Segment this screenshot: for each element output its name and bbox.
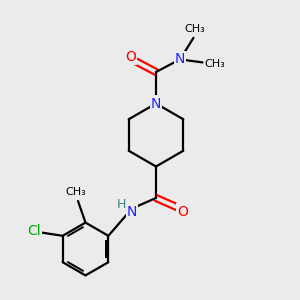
Text: H: H bbox=[117, 197, 126, 211]
Text: O: O bbox=[177, 205, 188, 218]
Text: O: O bbox=[125, 50, 136, 64]
Text: N: N bbox=[175, 52, 185, 66]
Text: CH₃: CH₃ bbox=[205, 59, 226, 69]
Text: CH₃: CH₃ bbox=[184, 24, 206, 34]
Text: N: N bbox=[151, 97, 161, 110]
Text: Cl: Cl bbox=[27, 224, 40, 238]
Text: N: N bbox=[127, 205, 137, 218]
Text: CH₃: CH₃ bbox=[65, 187, 86, 197]
